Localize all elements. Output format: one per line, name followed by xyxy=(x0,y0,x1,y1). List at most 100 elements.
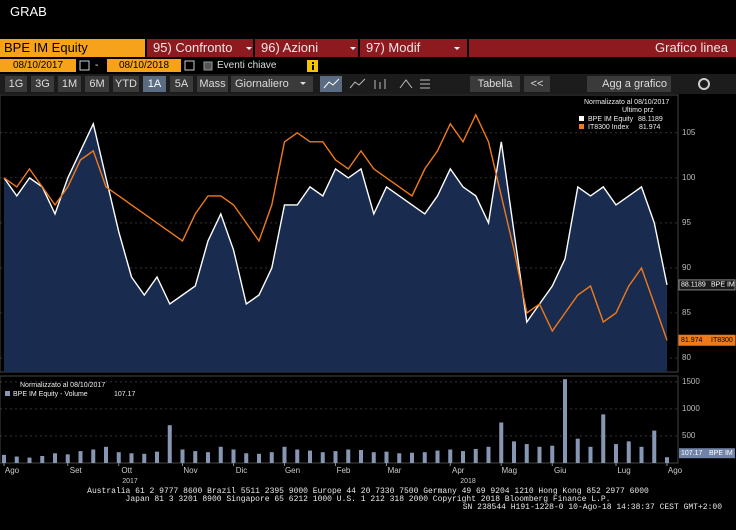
year-label: 2018 xyxy=(460,478,476,485)
x-tick-label: Nov xyxy=(183,466,197,475)
tag-box xyxy=(679,448,735,459)
tag-value: 107.17 xyxy=(681,450,703,457)
volume-bar xyxy=(129,453,134,463)
y-tick-label: 85 xyxy=(682,308,691,317)
volume-bar xyxy=(486,446,491,463)
period-button[interactable]: 6M xyxy=(85,76,109,92)
volume-bar xyxy=(116,452,121,463)
events-label: Eventi chiave xyxy=(217,60,277,71)
volume-bar xyxy=(104,446,108,463)
legend-subtitle: Ultimo prz xyxy=(622,107,654,114)
calendar-icon[interactable] xyxy=(184,60,195,71)
volume-bar xyxy=(308,450,312,463)
volume-bar xyxy=(639,446,644,463)
volume-bar xyxy=(665,457,669,463)
volume-bar xyxy=(206,452,210,463)
volume-bar xyxy=(231,449,236,463)
y-tick-label: 105 xyxy=(682,128,696,137)
period-button[interactable]: Mass xyxy=(197,76,228,92)
date-separator: - xyxy=(95,60,99,71)
volume-bar xyxy=(614,444,618,463)
volume-bar xyxy=(359,450,363,463)
volume-bar xyxy=(78,451,83,463)
toolbar-icons xyxy=(300,76,710,92)
volume-bar xyxy=(269,452,274,463)
y-tick-label: 80 xyxy=(682,353,691,362)
volume-bar xyxy=(244,453,249,463)
dropdown-arrows xyxy=(246,47,460,50)
x-tick-label: Lug xyxy=(617,466,630,475)
legend-name: IT8300 Index xyxy=(588,124,629,131)
volume-bar xyxy=(14,456,19,463)
volume-bar xyxy=(601,414,606,463)
volume-bar xyxy=(575,438,580,463)
back-button[interactable]: << xyxy=(524,76,550,92)
volume-bar xyxy=(180,449,185,463)
x-tick-label: Mar xyxy=(388,466,402,475)
dropdown-arrow xyxy=(300,82,306,85)
volume-bar xyxy=(524,444,529,463)
x-tick-label: Mag xyxy=(501,466,517,475)
window-title: GRAB xyxy=(10,4,47,19)
period-button[interactable]: 3G xyxy=(31,76,54,92)
line-icon xyxy=(323,78,340,89)
gear-icon[interactable] xyxy=(698,78,710,90)
menu-button[interactable]: 97) Modif xyxy=(360,39,467,57)
legend-name: BPE IM Equity - Volume xyxy=(13,391,88,398)
tag-value: 81.974 xyxy=(681,337,703,344)
legend-title: Normalizzato al 08/10/2017 xyxy=(20,382,105,389)
menu-button[interactable]: 96) Azioni xyxy=(255,39,358,57)
volume-bar xyxy=(512,441,516,463)
tool-icons[interactable] xyxy=(349,78,430,89)
volume-bar xyxy=(461,451,465,463)
line xyxy=(3,121,668,324)
x-tick-label: Ott xyxy=(121,466,132,475)
legend-title: Normalizzato al 08/10/2017 xyxy=(584,99,669,106)
calendar-icon[interactable] xyxy=(79,60,90,71)
volume-bar xyxy=(473,448,478,463)
end-date[interactable]: 08/10/2018 xyxy=(107,59,181,72)
volume-bar xyxy=(167,425,172,463)
volume-bar xyxy=(27,457,32,463)
x-tick-label: Feb xyxy=(337,466,351,475)
legend-swatch xyxy=(5,391,10,396)
period-button[interactable]: 1G xyxy=(5,76,27,92)
volume-bar xyxy=(257,453,261,463)
start-date[interactable]: 08/10/2017 xyxy=(0,59,76,72)
volume-bar xyxy=(2,454,6,463)
period-button[interactable]: 1M xyxy=(58,76,81,92)
period-button[interactable]: 1A xyxy=(143,76,166,92)
volume-bar xyxy=(550,445,555,463)
y-tick-label: 1000 xyxy=(682,404,700,413)
tag-box xyxy=(678,334,736,346)
volume-bar xyxy=(346,449,351,463)
volume-bar xyxy=(384,451,389,463)
legend-swatch xyxy=(579,116,584,121)
chart-type[interactable]: Grafico linea xyxy=(469,39,736,57)
period-button[interactable]: YTD xyxy=(113,76,139,92)
footer-line: Australia 61 2 9777 8600 Brazil 5511 239… xyxy=(87,487,649,496)
x-tick-label: Dic xyxy=(236,466,248,475)
volume-bar xyxy=(155,451,159,463)
dropdown-arrow xyxy=(246,47,460,50)
checkbox[interactable] xyxy=(203,61,213,71)
frequency-dropdown[interactable]: Giornaliero xyxy=(231,76,313,92)
tag-name: BPE IM xyxy=(711,282,735,289)
info-glyph xyxy=(312,62,314,64)
x-tick-label: Ago xyxy=(668,466,683,475)
volume-bar xyxy=(435,450,440,463)
x-tick-label: Set xyxy=(70,466,83,475)
volume-bar xyxy=(448,449,453,463)
period-button[interactable]: 5A xyxy=(170,76,193,92)
legend-value: 88.1189 xyxy=(638,116,663,123)
x-tick-label: Apr xyxy=(452,466,465,475)
menu-button[interactable]: 95) Confronto xyxy=(147,39,253,57)
legend-name: BPE IM Equity xyxy=(588,116,634,123)
ticker-field[interactable]: BPE IM Equity xyxy=(0,39,145,57)
add-button[interactable]: Agg a grafico xyxy=(587,76,671,92)
volume-bar xyxy=(397,453,402,463)
info-glyph xyxy=(312,65,314,70)
table-button[interactable]: Tabella xyxy=(470,76,520,92)
tag-name: IT8300 xyxy=(711,337,733,344)
